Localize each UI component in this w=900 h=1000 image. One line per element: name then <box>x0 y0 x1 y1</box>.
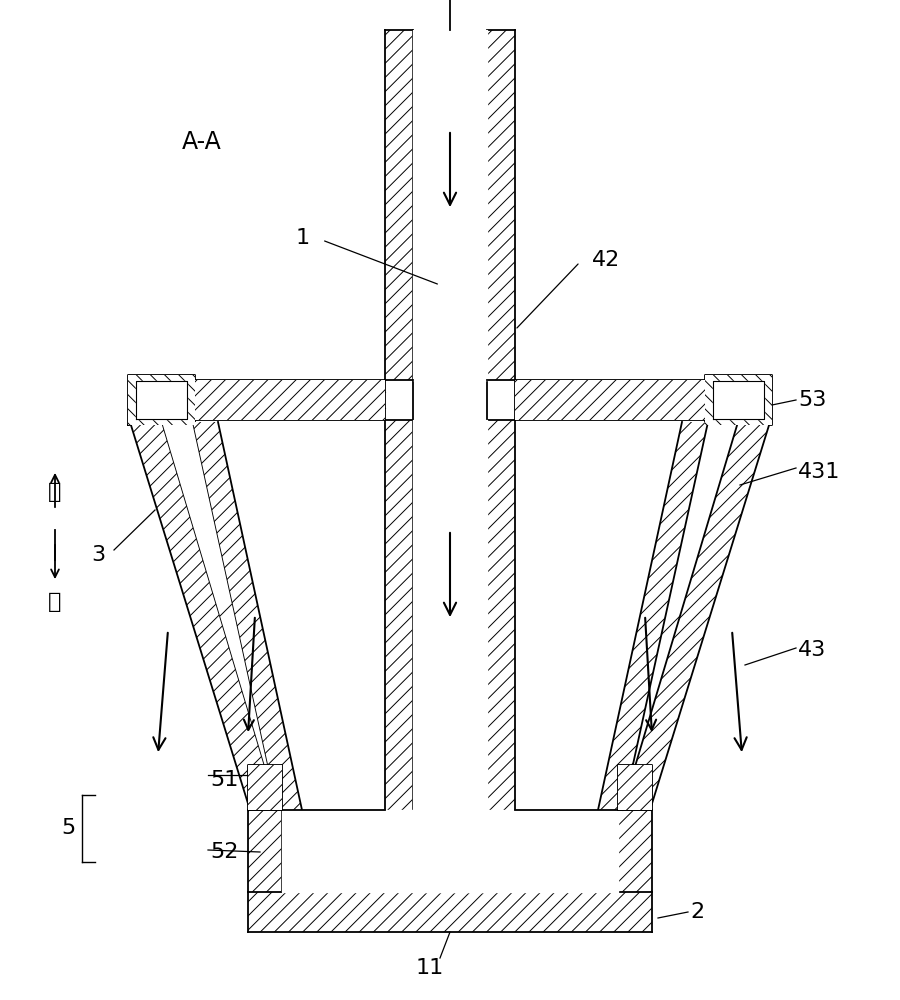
PathPatch shape <box>130 422 278 810</box>
PathPatch shape <box>128 375 195 425</box>
Text: 51: 51 <box>210 770 239 790</box>
Text: 52: 52 <box>210 842 239 862</box>
Text: 5: 5 <box>61 818 75 838</box>
PathPatch shape <box>162 422 278 810</box>
PathPatch shape <box>618 810 652 892</box>
PathPatch shape <box>487 30 515 380</box>
PathPatch shape <box>622 422 738 810</box>
Text: 下: 下 <box>49 592 62 612</box>
Text: 42: 42 <box>592 250 620 270</box>
PathPatch shape <box>705 375 772 425</box>
PathPatch shape <box>622 422 770 810</box>
Text: 43: 43 <box>798 640 826 660</box>
Text: 2: 2 <box>690 902 704 922</box>
Text: A-A: A-A <box>182 130 221 154</box>
PathPatch shape <box>385 30 413 380</box>
PathPatch shape <box>618 765 652 810</box>
Text: 431: 431 <box>798 462 841 482</box>
PathPatch shape <box>248 892 652 932</box>
PathPatch shape <box>248 765 282 810</box>
Text: 1: 1 <box>296 228 310 248</box>
PathPatch shape <box>598 422 708 810</box>
PathPatch shape <box>195 380 385 420</box>
Text: 上: 上 <box>49 482 62 502</box>
PathPatch shape <box>192 422 302 810</box>
PathPatch shape <box>248 810 282 892</box>
PathPatch shape <box>487 420 515 810</box>
PathPatch shape <box>515 380 705 420</box>
PathPatch shape <box>385 420 413 810</box>
Text: 3: 3 <box>91 545 105 565</box>
Text: 11: 11 <box>416 958 444 978</box>
Text: 53: 53 <box>798 390 826 410</box>
